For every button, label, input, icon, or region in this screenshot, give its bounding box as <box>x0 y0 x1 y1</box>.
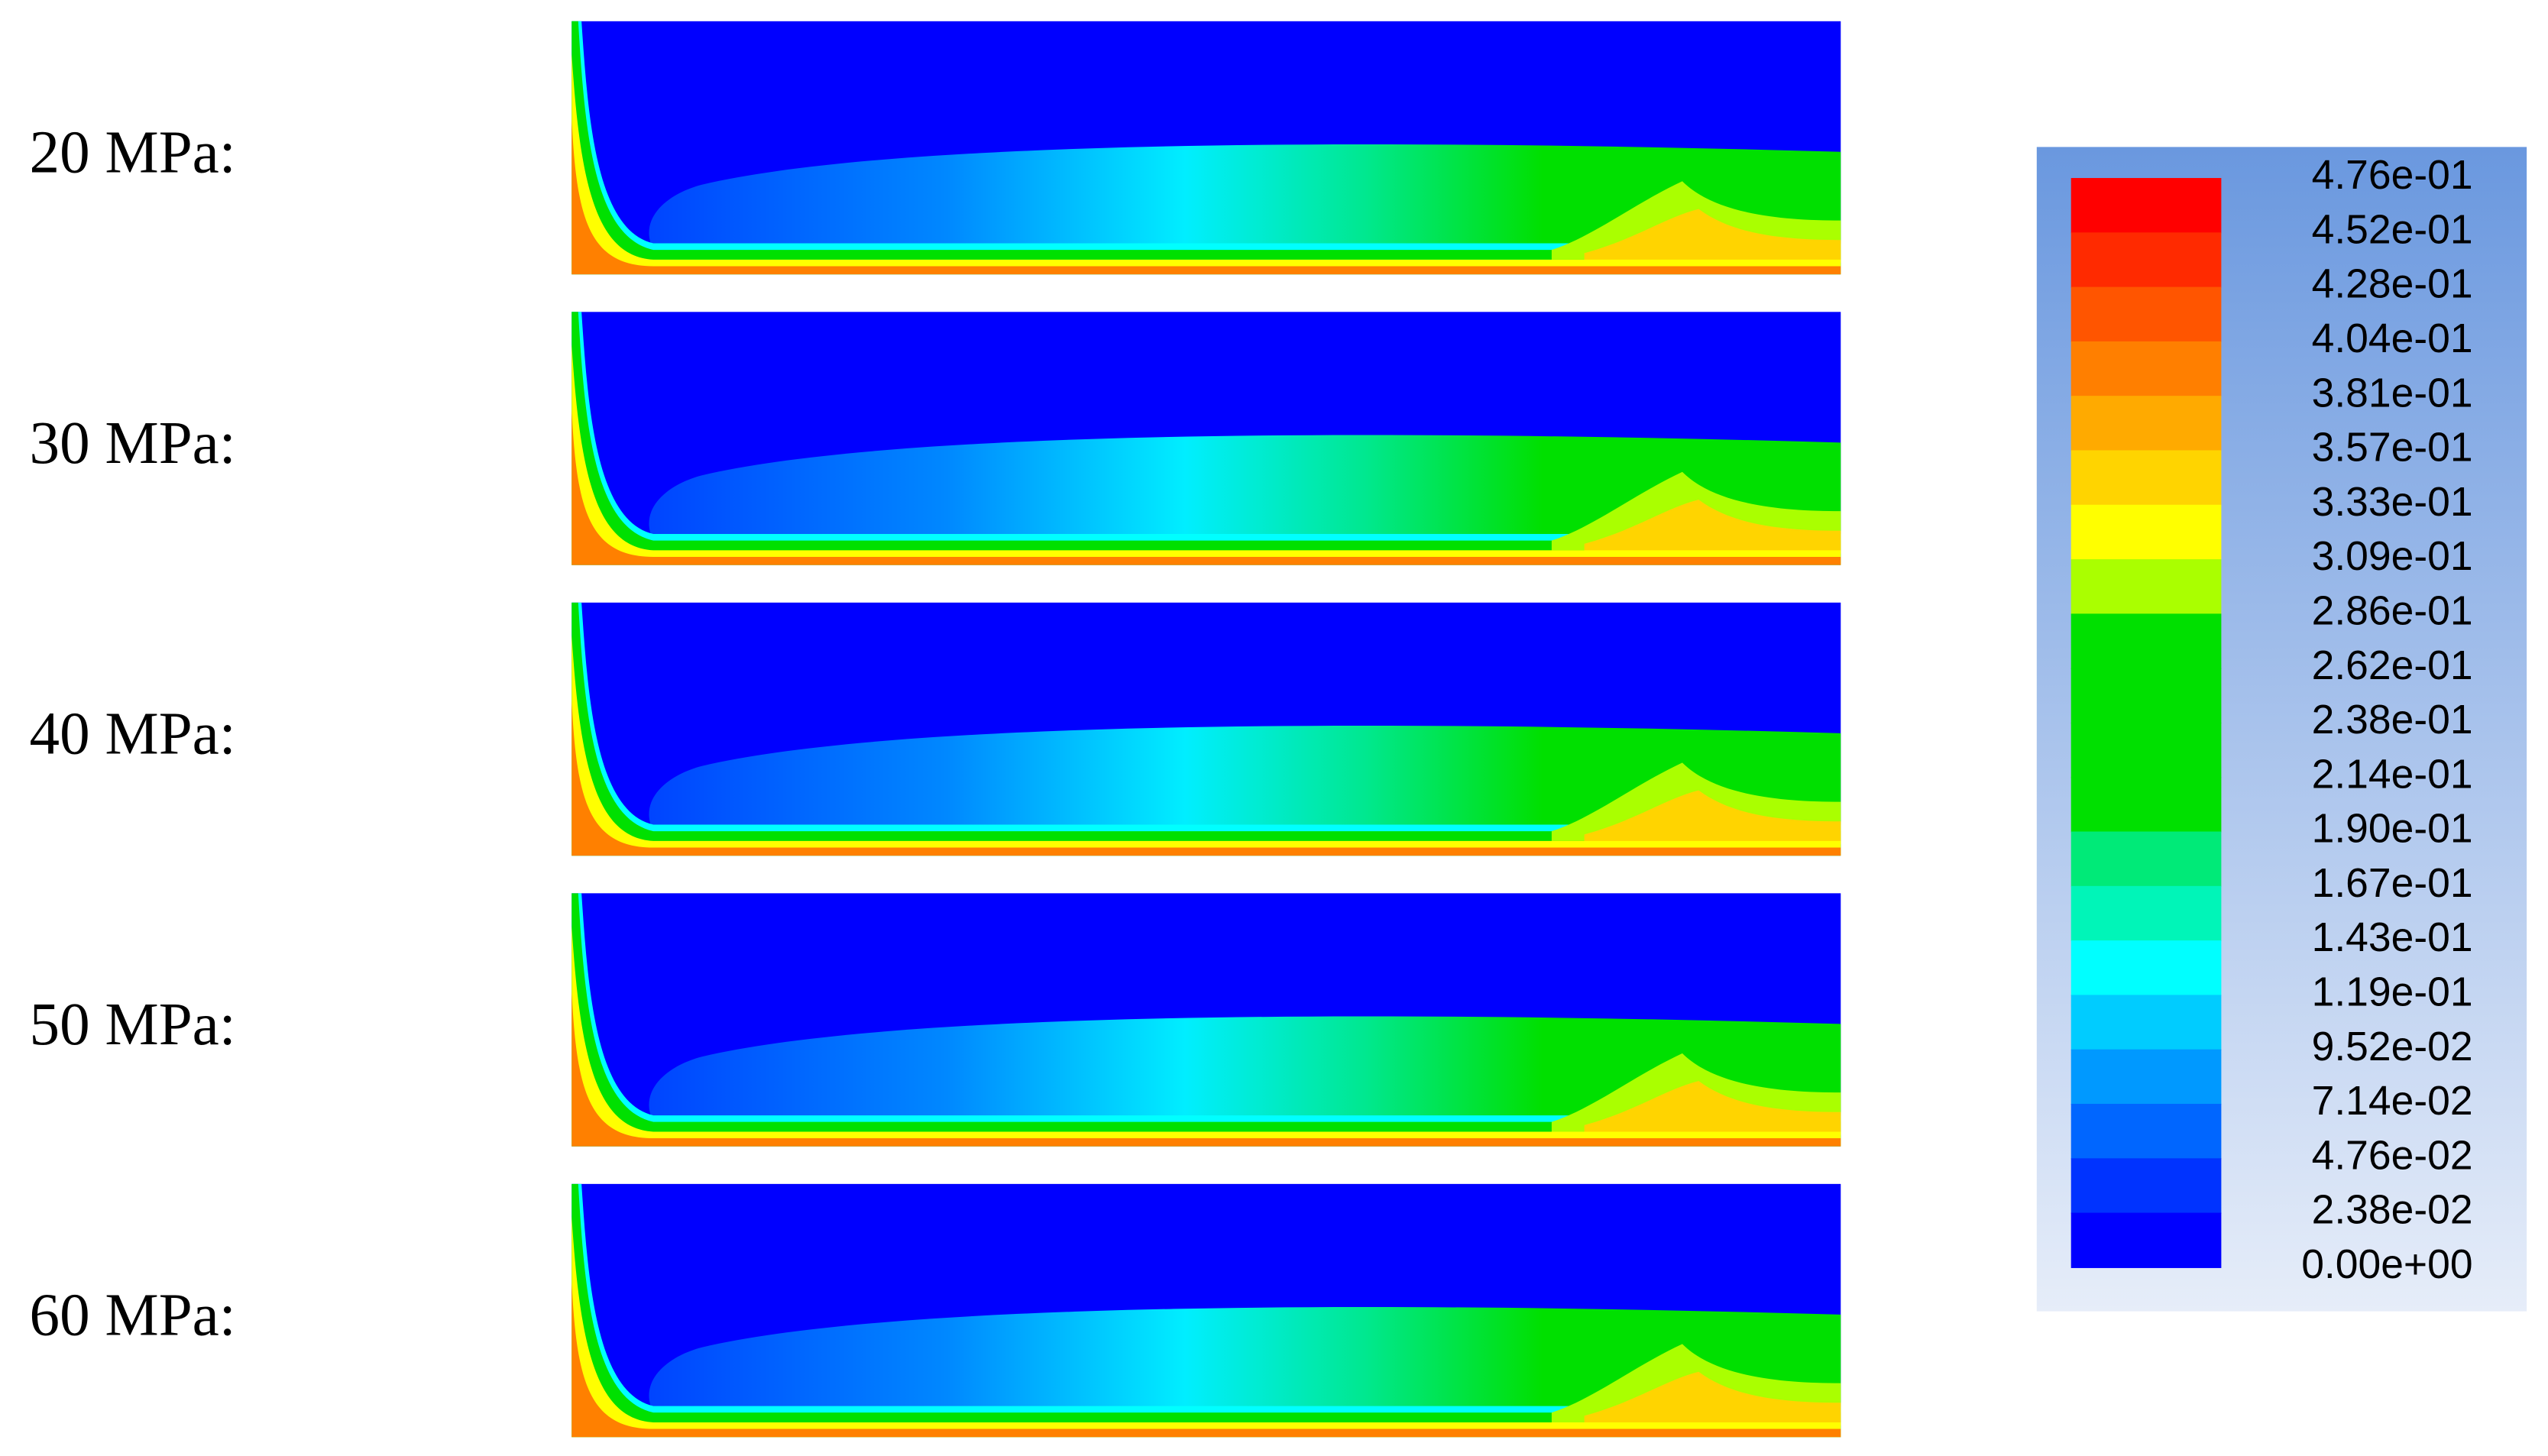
legend-label: 3.09e-01 <box>2312 534 2473 579</box>
panel-label: 30 MPa: <box>30 410 236 477</box>
legend-label: 2.38e-01 <box>2312 697 2473 743</box>
color-swatch <box>2070 613 2222 669</box>
contour-plot <box>571 602 1841 856</box>
legend-label: 1.90e-01 <box>2312 807 2473 852</box>
color-swatch <box>2070 722 2222 778</box>
legend-label: 4.28e-01 <box>2312 262 2473 307</box>
contour-plot <box>571 312 1841 565</box>
legend-label: 2.14e-01 <box>2312 752 2473 797</box>
color-swatch <box>2070 1212 2222 1268</box>
color-swatch <box>2070 777 2222 833</box>
panel-label: 20 MPa: <box>30 120 236 186</box>
color-swatch <box>2070 178 2222 234</box>
color-swatch <box>2070 450 2222 506</box>
color-scale <box>2070 178 2222 1268</box>
color-swatch <box>2070 396 2222 451</box>
panel-label: 50 MPa: <box>30 992 236 1058</box>
color-swatch <box>2070 1103 2222 1160</box>
legend-label: 0.00e+00 <box>2301 1242 2472 1287</box>
legend-labels: 4.76e-01 4.52e-01 4.28e-01 4.04e-01 3.81e-01… <box>2301 153 2472 1287</box>
legend-label: 4.52e-01 <box>2312 207 2473 252</box>
legend-label: 9.52e-02 <box>2312 1024 2473 1069</box>
contour-panels: 20 MPa: 30 MPa: 40 MPa: 50 MPa: 60 MPa: <box>30 21 1841 1438</box>
color-swatch <box>2070 286 2222 342</box>
contour-plot <box>571 893 1841 1147</box>
legend-label: 4.04e-01 <box>2312 316 2473 361</box>
color-swatch <box>2070 341 2222 397</box>
color-swatch <box>2070 885 2222 942</box>
color-swatch <box>2070 559 2222 615</box>
legend-label: 2.86e-01 <box>2312 588 2473 633</box>
panel-label: 60 MPa: <box>30 1283 236 1349</box>
legend-label: 3.57e-01 <box>2312 425 2473 471</box>
legend-label: 2.62e-01 <box>2312 643 2473 688</box>
contour-plot <box>571 21 1841 275</box>
legend-label: 1.19e-01 <box>2312 970 2473 1015</box>
legend-label: 4.76e-02 <box>2312 1133 2473 1178</box>
legend-label: 3.81e-01 <box>2312 370 2473 416</box>
contour-plot <box>571 1183 1841 1438</box>
panel-label: 40 MPa: <box>30 701 236 768</box>
color-swatch <box>2070 995 2222 1050</box>
color-swatch <box>2070 668 2222 724</box>
legend-label: 2.38e-02 <box>2312 1188 2473 1233</box>
color-swatch <box>2070 504 2222 561</box>
legend-label: 1.43e-01 <box>2312 915 2473 960</box>
legend-label: 1.67e-01 <box>2312 861 2473 906</box>
color-swatch <box>2070 1158 2222 1214</box>
legend-label: 7.14e-02 <box>2312 1079 2473 1124</box>
legend-label: 3.33e-01 <box>2312 480 2473 525</box>
color-swatch <box>2070 940 2222 996</box>
legend-label: 4.76e-01 <box>2312 153 2473 198</box>
color-swatch <box>2070 232 2222 288</box>
color-swatch <box>2070 1049 2222 1105</box>
color-swatch <box>2070 831 2222 887</box>
